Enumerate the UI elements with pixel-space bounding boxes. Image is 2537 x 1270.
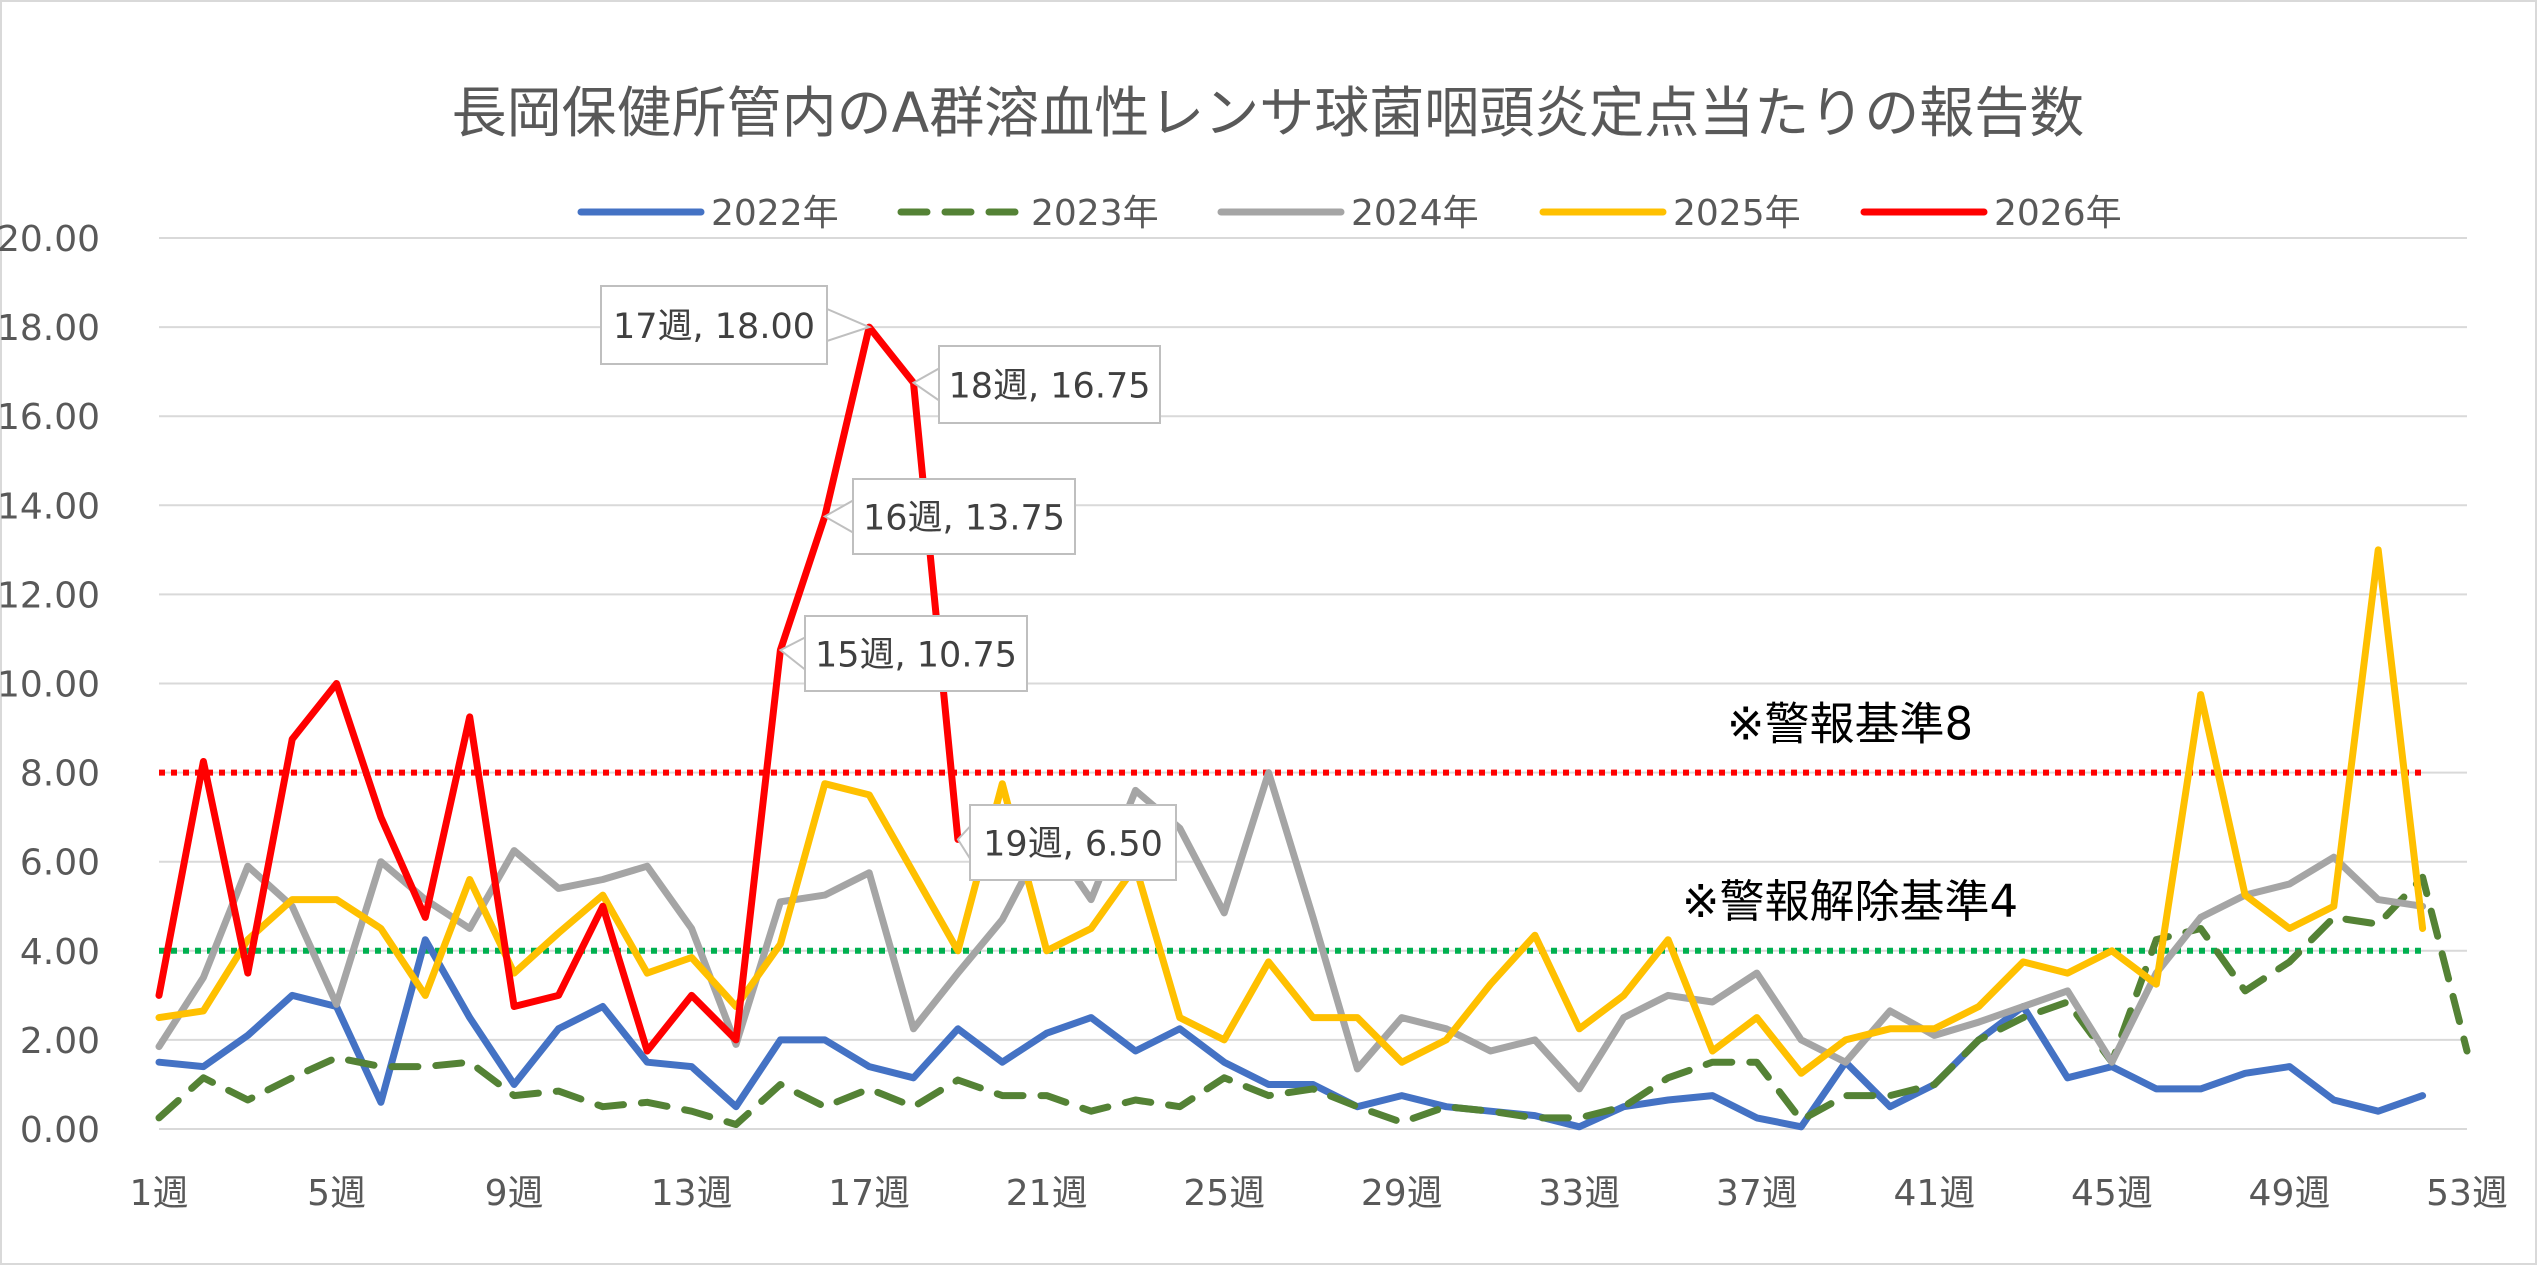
x-tick-label: 9週 — [485, 1173, 544, 1214]
legend-item: 2023年 — [897, 193, 1159, 234]
legend-label: 2025年 — [1673, 193, 1801, 234]
data-callout: 19週, 6.50 — [956, 804, 1177, 881]
y-tick-label: 8.00 — [20, 754, 100, 795]
y-tick-label: 6.00 — [20, 843, 100, 884]
series-line — [155, 546, 2427, 1077]
callout-box — [969, 804, 1177, 881]
x-tick-label: 5週 — [307, 1173, 366, 1214]
callout-label: 19週, 6.50 — [983, 825, 1163, 865]
x-tick-label: 33週 — [1538, 1173, 1620, 1214]
x-tick-label: 17週 — [828, 1173, 910, 1214]
legend: 2022年 2023年 2024年 2025年 2026年 — [577, 193, 2122, 234]
legend-item: 2025年 — [1539, 193, 1801, 234]
x-tick-label: 29週 — [1361, 1173, 1443, 1214]
x-tick-label: 21週 — [1006, 1173, 1088, 1214]
y-tick-label: 12.00 — [0, 575, 100, 616]
data-callout: 15週, 10.75 — [778, 615, 1028, 692]
y-tick-label: 2.00 — [20, 1021, 100, 1062]
x-tick-label: 41週 — [1893, 1173, 1975, 1214]
legend-item: 2024年 — [1217, 193, 1479, 234]
legend-label: 2023年 — [1031, 193, 1159, 234]
data-callout: 18週, 16.75 — [911, 345, 1161, 424]
series-lines — [155, 323, 2471, 1131]
reference-line-label: ※警報解除基準4 — [1682, 875, 2018, 928]
x-tick-label: 45週 — [2071, 1173, 2153, 1214]
y-tick-label: 16.00 — [0, 397, 100, 438]
callout-label: 15週, 10.75 — [815, 636, 1017, 676]
callout-label: 16週, 13.75 — [863, 499, 1065, 539]
y-tick-label: 14.00 — [0, 486, 100, 527]
x-tick-label: 53週 — [2426, 1173, 2508, 1214]
legend-label: 2024年 — [1351, 193, 1479, 234]
x-axis: 1週 5週 9週 13週 17週 21週 25週 29週 33週 37週 41週 45週 49週 53週 — [130, 1173, 2508, 1214]
y-axis: 0.00 2.00 4.00 6.00 8.00 10.00 12.00 14.00 16.00… — [0, 219, 100, 1151]
x-tick-label: 25週 — [1183, 1173, 1265, 1214]
y-tick-label: 18.00 — [0, 308, 100, 349]
data-callouts: 15週, 10.75 16週, 13.75 17週, 18.00 18週, 16.75… — [600, 285, 1177, 881]
legend-item: 2022年 — [577, 193, 839, 234]
callout-box — [938, 345, 1161, 424]
y-tick-label: 0.00 — [20, 1110, 100, 1151]
callout-label: 17週, 18.00 — [613, 307, 815, 347]
callout-box — [600, 285, 828, 365]
series-line — [155, 769, 2427, 1093]
legend-label: 2022年 — [711, 193, 839, 234]
callout-box — [852, 478, 1076, 555]
data-callout: 16週, 13.75 — [822, 478, 1076, 555]
x-tick-label: 13週 — [651, 1173, 733, 1214]
callout-box — [804, 615, 1028, 692]
series-line — [155, 936, 2427, 1131]
y-tick-label: 20.00 — [0, 219, 100, 260]
y-tick-label: 10.00 — [0, 665, 100, 706]
x-tick-label: 1週 — [130, 1173, 189, 1214]
x-tick-label: 49週 — [2249, 1173, 2331, 1214]
y-tick-label: 4.00 — [20, 932, 100, 973]
reference-line-label: ※警報基準8 — [1727, 698, 1973, 751]
legend-label: 2026年 — [1994, 193, 2122, 234]
chart-title: 長岡保健所管内のA群溶血性レンサ球菌咽頭炎定点当たりの報告数 — [452, 81, 2085, 145]
x-tick-label: 37週 — [1716, 1173, 1798, 1214]
data-callout: 17週, 18.00 — [600, 285, 872, 365]
callout-label: 18週, 16.75 — [949, 367, 1151, 407]
legend-item: 2026年 — [1860, 193, 2122, 234]
series-line — [155, 873, 2471, 1128]
reference-lines: ※警報基準8 ※警報解除基準4 — [159, 698, 2423, 954]
